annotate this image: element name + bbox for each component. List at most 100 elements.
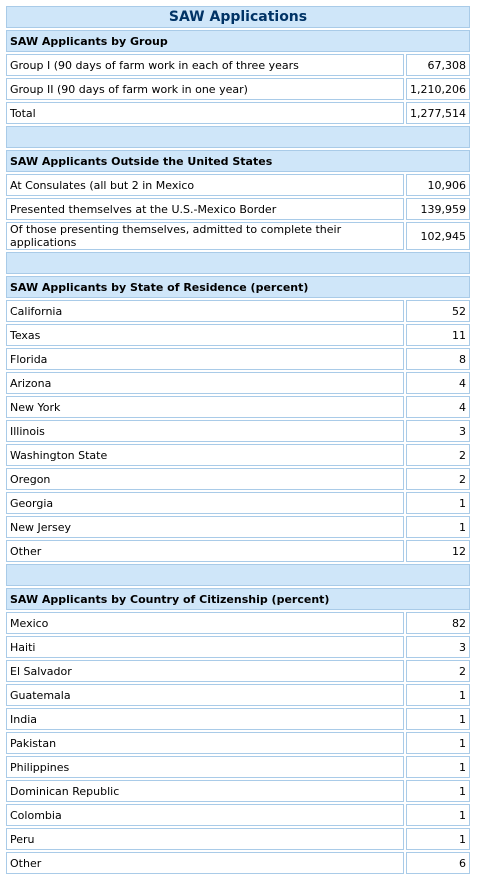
table-row: Peru 1 xyxy=(6,828,470,850)
row-value: 1 xyxy=(406,780,470,802)
table-row: New Jersey 1 xyxy=(6,516,470,538)
table-row: Mexico 82 xyxy=(6,612,470,634)
table-row: India 1 xyxy=(6,708,470,730)
table-title: SAW Applications xyxy=(6,6,470,28)
section-spacer xyxy=(6,126,470,148)
row-value: 2 xyxy=(406,660,470,682)
row-value: 1,277,514 xyxy=(406,102,470,124)
section-heading-row: SAW Applicants by Group xyxy=(6,30,470,52)
spacer-cell xyxy=(6,252,470,274)
table-row: Florida 8 xyxy=(6,348,470,370)
row-label: California xyxy=(6,300,404,322)
row-label: New York xyxy=(6,396,404,418)
table-row: Pakistan 1 xyxy=(6,732,470,754)
row-label: Group II (90 days of farm work in one ye… xyxy=(6,78,404,100)
table-row: Of those presenting themselves, admitted… xyxy=(6,222,470,250)
row-label: Philippines xyxy=(6,756,404,778)
row-label: Other xyxy=(6,852,404,874)
row-value: 8 xyxy=(406,348,470,370)
row-label: Oregon xyxy=(6,468,404,490)
row-value: 67,308 xyxy=(406,54,470,76)
row-value: 1 xyxy=(406,828,470,850)
spacer-cell xyxy=(6,564,470,586)
row-label: Other xyxy=(6,540,404,562)
table-row: Washington State 2 xyxy=(6,444,470,466)
spacer-cell xyxy=(6,126,470,148)
table-row: Texas 11 xyxy=(6,324,470,346)
section-heading: SAW Applicants by State of Residence (pe… xyxy=(6,276,470,298)
row-label: Florida xyxy=(6,348,404,370)
table-row: Other 12 xyxy=(6,540,470,562)
table-row: Group II (90 days of farm work in one ye… xyxy=(6,78,470,100)
row-label: Peru xyxy=(6,828,404,850)
table-row: Oregon 2 xyxy=(6,468,470,490)
row-value: 10,906 xyxy=(406,174,470,196)
table-row: El Salvador 2 xyxy=(6,660,470,682)
section-heading: SAW Applicants by Country of Citizenship… xyxy=(6,588,470,610)
row-value: 1 xyxy=(406,756,470,778)
table-body: SAW Applications SAW Applicants by Group… xyxy=(6,6,470,874)
table-row: Illinois 3 xyxy=(6,420,470,442)
row-value: 102,945 xyxy=(406,222,470,250)
row-value: 1 xyxy=(406,804,470,826)
row-label: At Consulates (all but 2 in Mexico xyxy=(6,174,404,196)
row-value: 1 xyxy=(406,516,470,538)
section-heading-row: SAW Applicants by Country of Citizenship… xyxy=(6,588,470,610)
row-value: 1,210,206 xyxy=(406,78,470,100)
row-label: India xyxy=(6,708,404,730)
table-row: Presented themselves at the U.S.-Mexico … xyxy=(6,198,470,220)
table-row: Total 1,277,514 xyxy=(6,102,470,124)
table-row: Group I (90 days of farm work in each of… xyxy=(6,54,470,76)
table-row: Dominican Republic 1 xyxy=(6,780,470,802)
row-value: 82 xyxy=(406,612,470,634)
row-label: Group I (90 days of farm work in each of… xyxy=(6,54,404,76)
row-value: 2 xyxy=(406,444,470,466)
row-label: Arizona xyxy=(6,372,404,394)
row-value: 4 xyxy=(406,396,470,418)
row-label: Haiti xyxy=(6,636,404,658)
table-row: Philippines 1 xyxy=(6,756,470,778)
table-row: Georgia 1 xyxy=(6,492,470,514)
row-label: El Salvador xyxy=(6,660,404,682)
section-heading-row: SAW Applicants by State of Residence (pe… xyxy=(6,276,470,298)
row-value: 1 xyxy=(406,732,470,754)
row-label: Pakistan xyxy=(6,732,404,754)
table-row: Guatemala 1 xyxy=(6,684,470,706)
table-row: Other 6 xyxy=(6,852,470,874)
row-label: Mexico xyxy=(6,612,404,634)
row-value: 3 xyxy=(406,420,470,442)
row-value: 3 xyxy=(406,636,470,658)
row-value: 12 xyxy=(406,540,470,562)
row-label: Presented themselves at the U.S.-Mexico … xyxy=(6,198,404,220)
row-label: Georgia xyxy=(6,492,404,514)
row-value: 1 xyxy=(406,684,470,706)
row-label: Illinois xyxy=(6,420,404,442)
row-value: 1 xyxy=(406,708,470,730)
section-heading-row: SAW Applicants Outside the United States xyxy=(6,150,470,172)
row-label: Guatemala xyxy=(6,684,404,706)
row-label: Colombia xyxy=(6,804,404,826)
saw-applications-table: SAW Applications SAW Applicants by Group… xyxy=(4,4,472,876)
table-row: Colombia 1 xyxy=(6,804,470,826)
row-label: Dominican Republic xyxy=(6,780,404,802)
row-value: 11 xyxy=(406,324,470,346)
row-value: 1 xyxy=(406,492,470,514)
section-spacer xyxy=(6,252,470,274)
row-value: 139,959 xyxy=(406,198,470,220)
row-label: Of those presenting themselves, admitted… xyxy=(6,222,404,250)
row-value: 52 xyxy=(406,300,470,322)
row-label: Texas xyxy=(6,324,404,346)
row-value: 4 xyxy=(406,372,470,394)
section-heading: SAW Applicants Outside the United States xyxy=(6,150,470,172)
section-heading: SAW Applicants by Group xyxy=(6,30,470,52)
row-value: 2 xyxy=(406,468,470,490)
table-row: New York 4 xyxy=(6,396,470,418)
title-row: SAW Applications xyxy=(6,6,470,28)
table-row: Haiti 3 xyxy=(6,636,470,658)
table-row: At Consulates (all but 2 in Mexico 10,906 xyxy=(6,174,470,196)
table-row: California 52 xyxy=(6,300,470,322)
row-label: Total xyxy=(6,102,404,124)
row-label: New Jersey xyxy=(6,516,404,538)
row-label: Washington State xyxy=(6,444,404,466)
section-spacer xyxy=(6,564,470,586)
